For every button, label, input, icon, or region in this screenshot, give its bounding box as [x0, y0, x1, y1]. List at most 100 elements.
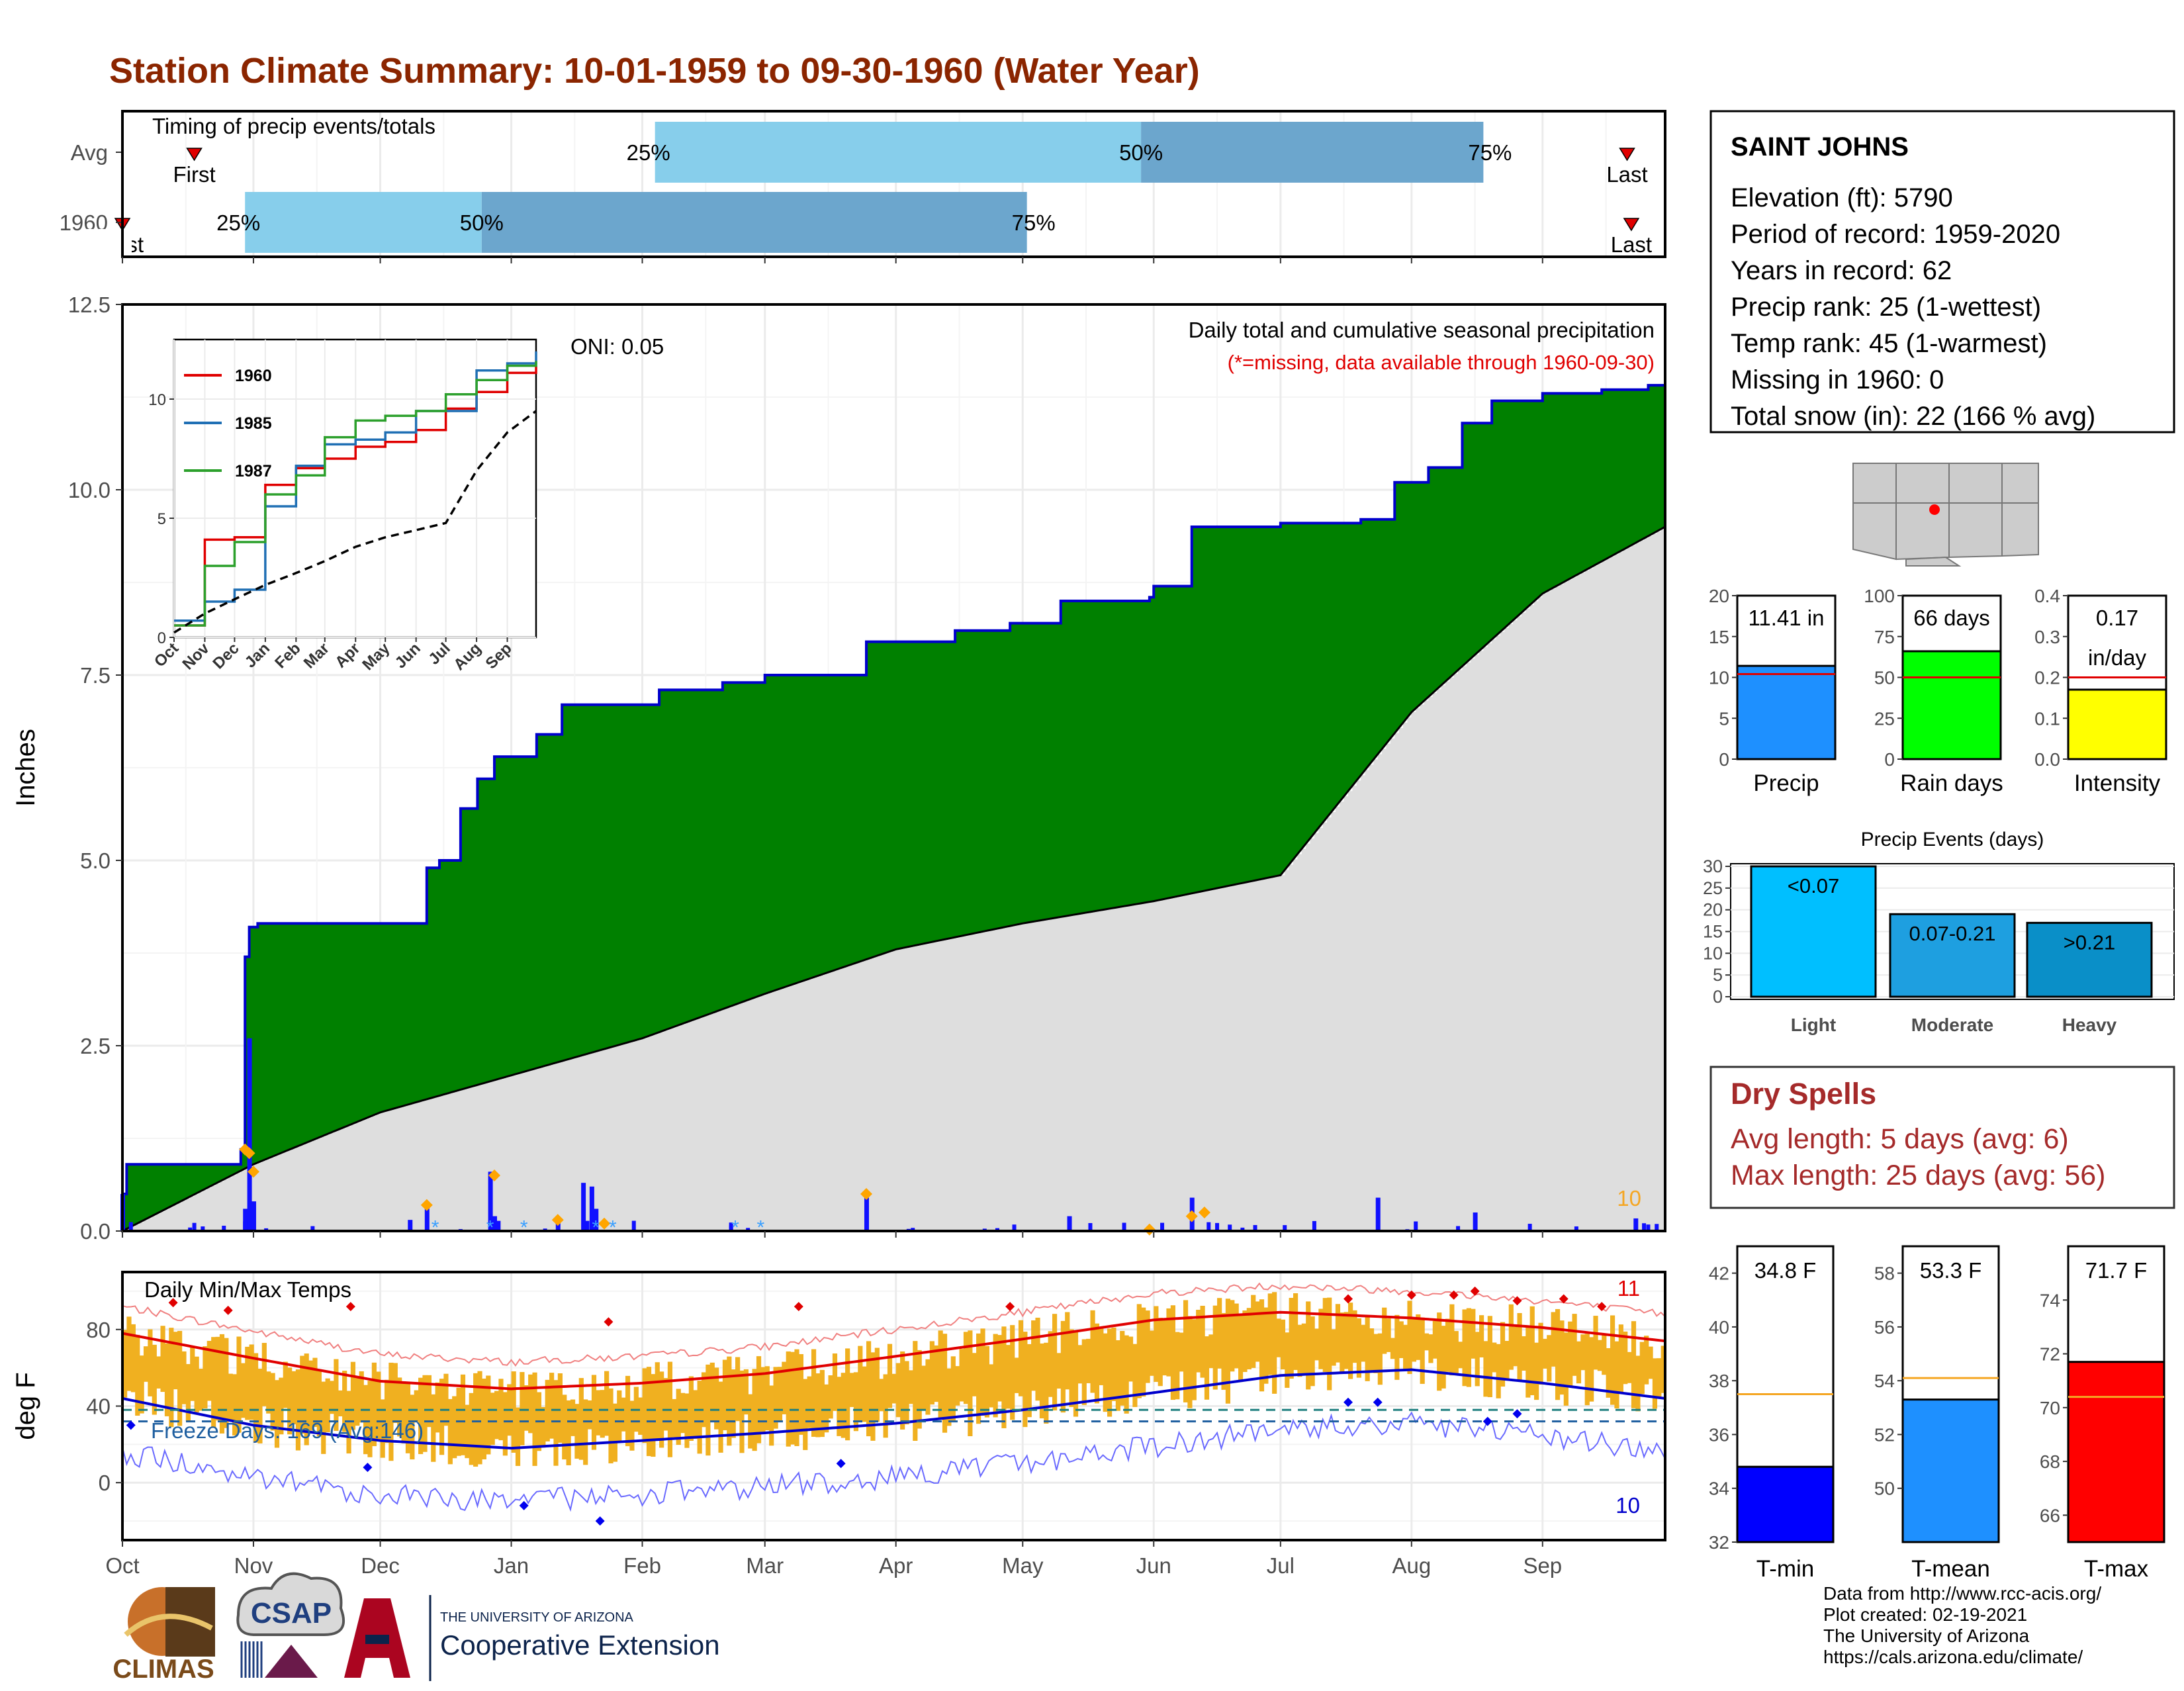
daily-temp-bar — [1183, 1300, 1189, 1402]
daily-temp-bar — [232, 1374, 238, 1436]
daily-temp-bar — [384, 1379, 390, 1443]
daily-temp-bar — [1369, 1328, 1375, 1373]
daily-precip-bar — [594, 1209, 599, 1231]
daily-temp-bar — [1048, 1331, 1053, 1397]
daily-temp-bar — [1525, 1326, 1531, 1398]
daily-temp-bar — [397, 1377, 402, 1437]
daily-precip-bar-small — [1527, 1224, 1532, 1231]
daily-temp-bar — [1559, 1320, 1565, 1395]
daily-temp-bar — [266, 1371, 271, 1414]
daily-precip-bar-small — [1122, 1222, 1126, 1231]
event-diamond-marker — [420, 1199, 433, 1211]
daily-temp-bar — [879, 1379, 884, 1412]
daily-temp-bar — [194, 1356, 199, 1413]
first-event-marker — [186, 148, 203, 161]
daily-temp-bar — [211, 1337, 216, 1428]
daily-temp-bar — [236, 1336, 242, 1433]
normal-precip-area — [122, 527, 1665, 1231]
summary-bar-tick-label: 0.1 — [2034, 708, 2060, 729]
summary-bar-value-unit: in/day — [2088, 645, 2147, 670]
daily-temp-bar — [790, 1351, 796, 1445]
daily-temp-bar — [321, 1381, 326, 1454]
summary-bar-value — [1901, 650, 2002, 760]
daily-temp-bar — [515, 1407, 521, 1466]
event-bar — [1750, 865, 1877, 998]
daily-temp-bar — [1251, 1295, 1256, 1368]
daily-temp-bar — [1327, 1297, 1332, 1391]
inset-series-line — [173, 410, 537, 634]
daily-temp-bar — [714, 1367, 719, 1430]
daily-temp-bar — [891, 1373, 897, 1404]
daily-temp-bar — [1141, 1307, 1146, 1397]
event-category-label: Moderate — [1911, 1015, 1993, 1035]
daily-precip-bar — [247, 1038, 252, 1231]
daily-temp-bar — [1352, 1310, 1357, 1363]
snow-marker: * — [756, 1216, 764, 1238]
daily-temp-bar — [203, 1346, 208, 1409]
map-state-west — [1852, 463, 1897, 561]
daily-temp-bar — [676, 1389, 681, 1445]
timing-row-label: Avg — [71, 140, 108, 165]
daily-temp-bar — [139, 1355, 144, 1414]
daily-temp-bar — [261, 1343, 267, 1406]
record-high-marker — [345, 1302, 355, 1312]
events-tick-label: 30 — [1703, 856, 1723, 876]
daily-temp-bar — [1513, 1326, 1518, 1367]
daily-temp-bar — [1023, 1332, 1028, 1428]
events-tick-label: 15 — [1703, 922, 1723, 942]
daily-temp-bar — [1471, 1308, 1476, 1359]
map-state-arizona — [1895, 463, 1950, 561]
daily-temp-bar — [1052, 1314, 1058, 1411]
dry-spell-max: Max length: 25 days (avg: 56) — [1731, 1160, 2105, 1191]
daily-temp-bar — [380, 1399, 385, 1458]
daily-temp-bar — [1010, 1325, 1015, 1420]
timing-pct-label-50: 50% — [1119, 140, 1163, 165]
map-state-newmexico — [1948, 463, 2003, 559]
temp-bar-value — [2067, 1361, 2165, 1543]
daily-temp-bar — [968, 1330, 973, 1436]
daily-temp-bar — [371, 1362, 377, 1447]
snow-marker: * — [592, 1216, 600, 1238]
inset-y-tick-label: 0 — [158, 629, 166, 647]
daily-temp-bar — [989, 1364, 994, 1408]
daily-temp-bar — [870, 1352, 876, 1441]
record-low-marker — [1343, 1397, 1353, 1407]
record-high-marker — [1512, 1296, 1522, 1306]
timing-pct-label-25: 25% — [627, 140, 670, 165]
daily-temp-bar — [578, 1378, 584, 1460]
daily-precip-bar-small — [1253, 1224, 1257, 1231]
daily-temp-bar — [1077, 1345, 1083, 1384]
record-low-marker — [595, 1516, 605, 1526]
daily-temp-bar — [511, 1371, 516, 1453]
daily-precip-bar-small — [1646, 1224, 1651, 1231]
daily-temp-bar — [709, 1362, 715, 1421]
record-min-line — [122, 1411, 1666, 1512]
daily-temp-bar — [591, 1375, 597, 1450]
daily-temp-bar — [1428, 1334, 1433, 1363]
station-info-line: Temp rank: 45 (1-warmest) — [1731, 329, 2047, 358]
daily-temp-bar — [617, 1390, 622, 1441]
daily-precip-bar-small — [188, 1227, 193, 1231]
daily-temp-bar — [541, 1406, 546, 1448]
temp-bar-value-label: 71.7 F — [2085, 1258, 2148, 1283]
daily-temp-bar — [1361, 1324, 1366, 1362]
dry-spells-title: Dry Spells — [1731, 1077, 1876, 1111]
daily-temp-bar — [1504, 1341, 1510, 1381]
freeze-days-label: Freeze Days: 169 (Avg:146) — [151, 1418, 424, 1443]
event-diamond-marker — [1185, 1210, 1198, 1222]
summary-bar-tick-label: 15 — [1709, 627, 1729, 647]
daily-precip-bar-small — [1228, 1224, 1232, 1231]
daily-precip-bar-small — [222, 1226, 226, 1231]
month-tick-label: Aug — [1392, 1553, 1431, 1578]
daily-temp-bar — [1496, 1344, 1501, 1398]
precip-y-tick-label: 2.5 — [80, 1034, 111, 1058]
daily-temp-bar — [921, 1365, 927, 1410]
daily-temp-bar — [1407, 1301, 1412, 1375]
station-name: SAINT JOHNS — [1731, 132, 1909, 161]
daily-temp-bar — [1356, 1318, 1361, 1378]
daily-temp-bar — [308, 1360, 314, 1431]
daily-precip-bar-small — [1206, 1222, 1211, 1231]
timing-pct-label-25: 25% — [216, 210, 260, 235]
daily-temp-bar — [587, 1400, 592, 1430]
events-tick-label: 5 — [1713, 965, 1723, 985]
